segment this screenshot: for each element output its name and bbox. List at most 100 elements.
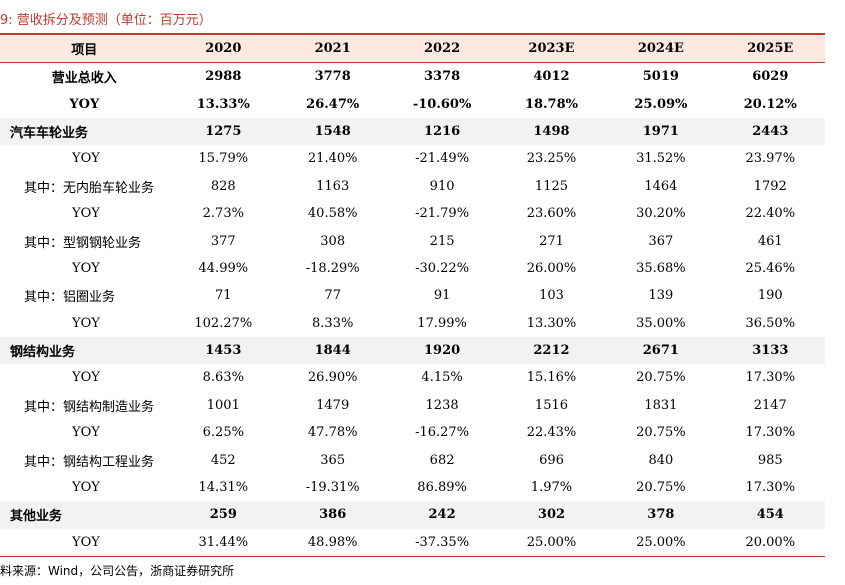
cell-value: 103 [539,288,564,304]
cell-value: 452 [210,452,236,468]
cell-value: 910 [429,178,455,194]
cell-value: 20.75% [636,370,686,386]
header-2020: 2020 [168,33,278,63]
cell-value: 8.33% [312,315,354,331]
cell-value: 102.27% [194,315,253,331]
cell-value: 23.60% [526,206,577,222]
cell-value: 367 [648,233,674,249]
table-row: YOY 14.31% -19.31% 86.89% 1.97% 20.75% 17.30% [0,474,825,501]
cell-value: 15.79% [198,151,249,167]
cell-value: 4012 [533,69,570,85]
cell-value: 2443 [715,117,825,146]
cell-value: 1001 [206,397,240,413]
cell-value: -10.60% [412,96,472,112]
table-row: YOY 13.33% 26.47% -10.60% 18.78% 25.09% 20.12% [0,90,825,117]
cell-value: 139 [648,288,674,304]
source-note: 料来源：Wind，公司公告，浙商证券研究所 [0,564,235,578]
cell-value: 31.44% [168,528,278,558]
cell-value: 1792 [753,178,787,194]
cell-value: 1920 [387,336,497,365]
cell-value: 259 [168,501,278,529]
cell-value: 1216 [387,117,497,146]
row-label: YOY [72,315,100,331]
row-label: YOY [69,96,100,112]
cell-value: 15.16% [526,370,577,386]
cell-value: 20.75% [636,425,686,441]
row-label: 其中：无内胎车轮业务 [24,180,155,196]
cell-value: -21.49% [415,151,470,167]
row-label: YOY [72,425,100,441]
cell-value: 47.78% [307,425,358,441]
cell-value: 308 [320,233,346,249]
cell-value: 828 [210,178,236,194]
cell-value: -30.22% [415,260,470,276]
cell-value: 2.73% [202,206,244,222]
table-row: YOY 44.99% -18.29% -30.22% 26.00% 35.68% 25.46… [0,255,825,282]
cell-value: 190 [757,288,783,304]
cell-value: 25.09% [634,96,688,112]
table-row: YOY 8.63% 26.90% 4.15% 15.16% 20.75% 17.30% [0,364,825,391]
cell-value: 36.50% [745,315,796,331]
cell-value: 35.00% [636,315,686,331]
row-label: 其中：铝圈业务 [24,290,116,306]
cell-value: 1516 [534,397,569,413]
cell-value: 1163 [316,178,350,194]
cell-value: -16.27% [415,425,470,441]
cell-value: 365 [320,452,346,468]
cell-value: 302 [496,501,607,529]
header-2021: 2021 [278,33,388,63]
table-row: 钢结构业务 1453 1844 1920 2212 2671 3133 [0,336,825,365]
cell-value: 13.30% [526,315,577,331]
cell-value: 26.47% [306,96,360,112]
cell-value: 20.00% [715,528,825,558]
cell-value: 1548 [278,117,388,146]
row-label: 其他业务 [0,501,169,529]
table-row: YOY 15.79% 21.40% -21.49% 23.25% 31.52% 23.97% [0,145,825,172]
cell-value: 682 [429,452,455,468]
cell-value: 271 [539,233,564,249]
cell-value: 3378 [423,69,461,85]
cell-value: 23.97% [745,151,796,167]
cell-value: 1.97% [530,480,573,496]
table-row: 其中：无内胎车轮业务 828 1163 910 1125 1464 1792 [0,173,825,200]
cell-value: 17.99% [417,315,467,331]
cell-value: 8.63% [202,370,244,386]
cell-value: 3778 [314,69,351,85]
table-row: YOY 2.73% 40.58% -21.79% 23.60% 30.20% 22.40% [0,200,825,227]
row-label: YOY [72,206,100,222]
row-label: 其中：型钢钢轮业务 [24,235,142,251]
cell-value: 25.00% [496,528,607,558]
table-row: 营业总收入 2988 3778 3378 4012 5019 6029 [0,63,825,91]
table-row: 其中：钢结构制造业务 1001 1479 1238 1516 1831 2147 [0,392,825,419]
row-label: 其中：钢结构制造业务 [24,399,155,415]
cell-value: 40.58% [307,206,358,222]
cell-value: 18.78% [524,96,578,112]
header-2022: 2022 [387,33,497,63]
cell-value: 23.25% [526,151,577,167]
cell-value: 71 [215,288,232,304]
cell-value: 91 [433,288,451,304]
header-item: 项目 [0,33,169,63]
cell-value: 48.98% [278,528,388,558]
cell-value: 5019 [642,69,679,85]
cell-value: 1479 [316,397,350,413]
row-label: YOY [72,151,100,167]
cell-value: 4.15% [421,370,463,386]
cell-value: 6.25% [202,425,244,441]
cell-value: 461 [757,233,783,249]
cell-value: 22.43% [526,425,577,441]
cell-value: 26.00% [526,260,577,276]
table-row: 汽车车轮业务 1275 1548 1216 1498 1971 2443 [0,117,825,146]
header-2023e: 2023E [496,33,607,63]
row-label: 汽车车轮业务 [0,117,169,146]
cell-value: 21.40% [307,151,358,167]
cell-value: 6029 [752,69,789,85]
cell-value: 2147 [753,397,787,413]
table-row: 其他业务 259 386 242 302 378 454 [0,501,825,529]
cell-value: 454 [715,501,825,529]
cell-value: 242 [387,501,497,529]
cell-value: 17.30% [745,425,796,441]
cell-value: -37.35% [387,528,497,558]
cell-value: 1238 [425,397,459,413]
header-2024e: 2024E [606,33,716,63]
